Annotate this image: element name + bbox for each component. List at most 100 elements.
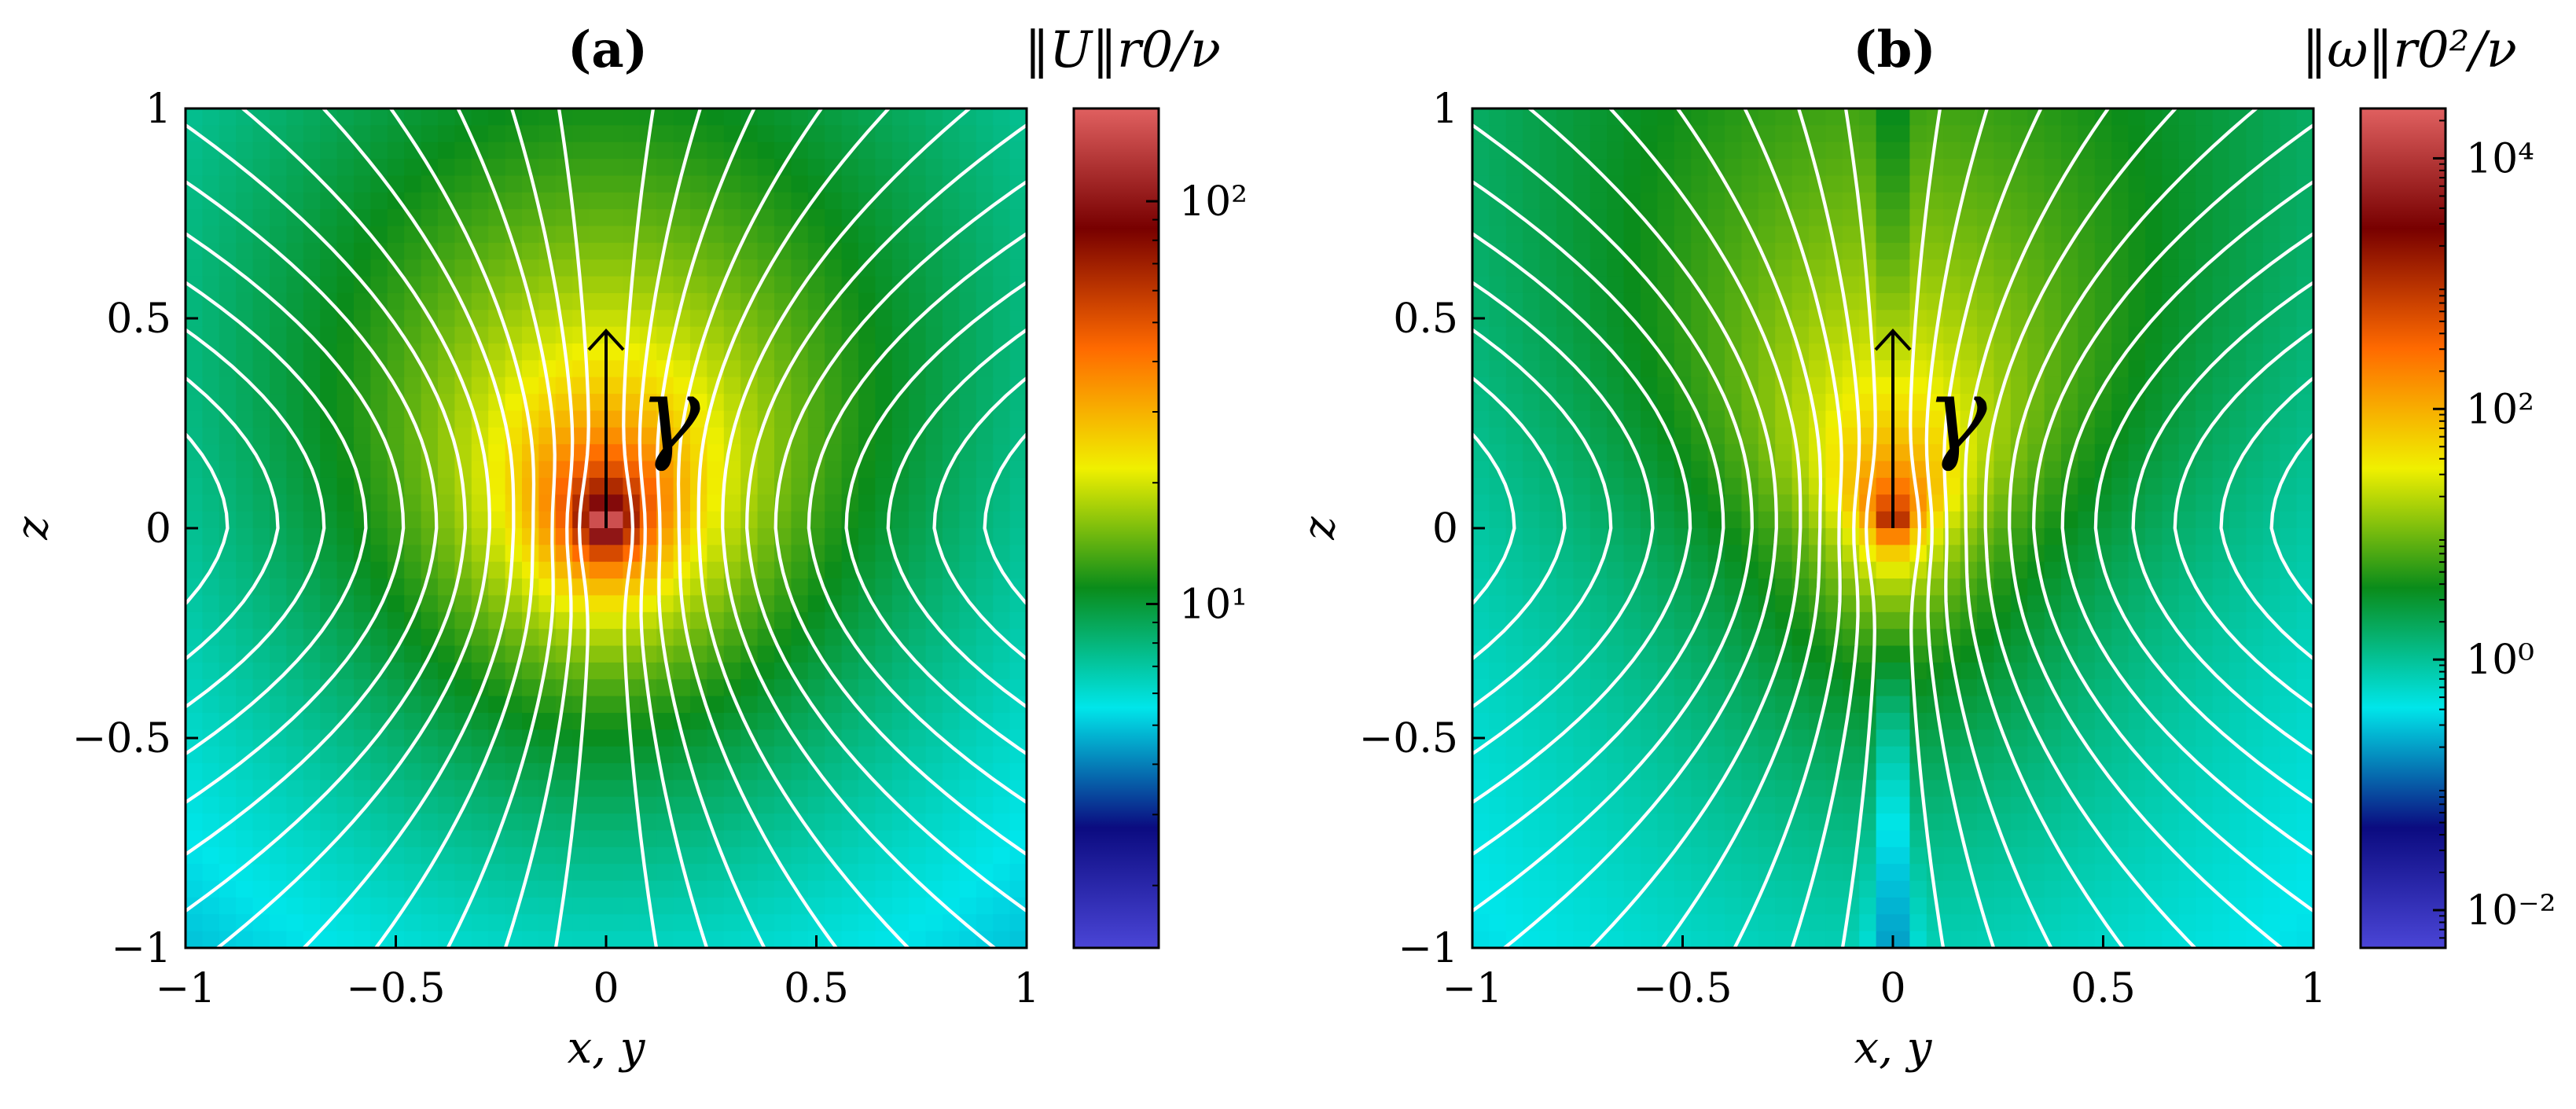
heatmap-cell: [202, 528, 220, 546]
heatmap-cell: [1876, 780, 1894, 798]
heatmap-cell: [1707, 276, 1725, 294]
heatmap-cell: [925, 780, 943, 798]
heatmap-cell: [1893, 461, 1911, 479]
heatmap-cell: [825, 125, 843, 143]
heatmap-cell: [303, 729, 321, 747]
heatmap-cell: [555, 595, 573, 613]
heatmap-cell: [1489, 662, 1507, 680]
heatmap-cell: [1657, 159, 1675, 177]
heatmap-cell: [1775, 880, 1793, 898]
heatmap-cell: [1607, 864, 1625, 882]
heatmap-cell: [2196, 796, 2214, 814]
heatmap-cell: [1876, 511, 1894, 529]
heatmap-cell: [202, 864, 220, 882]
heatmap-cell: [1977, 159, 1995, 177]
heatmap-cell: [1657, 141, 1675, 160]
heatmap-cell: [1943, 360, 1961, 378]
heatmap-cell: [387, 410, 405, 428]
heatmap-cell: [909, 931, 927, 948]
heatmap-cell: [1893, 511, 1911, 529]
heatmap-cell: [959, 629, 977, 647]
heatmap-cell: [2296, 763, 2313, 781]
heatmap-cell: [1523, 746, 1541, 764]
heatmap-cell: [2296, 108, 2313, 127]
heatmap-cell: [202, 763, 220, 781]
heatmap-cell: [606, 679, 624, 697]
heatmap-cell: [976, 629, 994, 647]
heatmap-cell: [2296, 310, 2313, 328]
heatmap-cell: [2229, 846, 2247, 865]
heatmap-cell: [606, 780, 624, 798]
heatmap-cell: [723, 712, 741, 730]
heatmap-cell: [2229, 645, 2247, 663]
heatmap-cell: [959, 679, 977, 697]
heatmap-cell: [774, 763, 792, 781]
heatmap-cell: [1657, 125, 1675, 143]
heatmap-cell: [1556, 813, 1575, 832]
heatmap-cell: [252, 259, 270, 277]
heatmap-cell: [1725, 376, 1743, 395]
heatmap-cell: [1876, 763, 1894, 781]
heatmap-cell: [1657, 880, 1675, 898]
heatmap-cell: [993, 662, 1011, 680]
heatmap-cell: [1589, 813, 1608, 832]
heatmap-cell: [690, 141, 708, 160]
heatmap-cell: [1009, 662, 1027, 680]
heatmap-cell: [774, 394, 792, 412]
panel-a-heatmap: [186, 108, 1027, 948]
heatmap-cell: [1657, 511, 1675, 529]
heatmap-cell: [438, 477, 456, 495]
heatmap-cell: [1859, 864, 1877, 882]
heatmap-cell: [252, 864, 270, 882]
heatmap-cell: [959, 192, 977, 210]
heatmap-cell: [471, 192, 489, 210]
heatmap-cell: [740, 175, 759, 193]
heatmap-cell: [1573, 444, 1591, 462]
heatmap-cell: [1791, 846, 1810, 865]
heatmap-cell: [1674, 864, 1692, 882]
heatmap-cell: [959, 712, 977, 730]
heatmap-cell: [2280, 326, 2298, 344]
heatmap-cell: [2280, 763, 2298, 781]
heatmap-cell: [2145, 679, 2163, 697]
heatmap-cell: [1977, 846, 1995, 865]
heatmap-cell: [1607, 629, 1625, 647]
heatmap-cell: [589, 494, 607, 512]
heatmap-cell: [589, 696, 607, 714]
heatmap-cell: [2027, 276, 2045, 294]
heatmap-cell: [2229, 209, 2247, 227]
heatmap-cell: [454, 846, 472, 865]
heatmap-cell: [606, 662, 624, 680]
heatmap-cell: [2111, 376, 2130, 395]
heatmap-cell: [1556, 125, 1575, 143]
heatmap-cell: [1589, 897, 1608, 915]
heatmap-cell: [690, 813, 708, 832]
heatmap-cell: [1641, 427, 1659, 445]
heatmap-cell: [2178, 410, 2196, 428]
heatmap-cell: [825, 880, 843, 898]
heatmap-cell: [1505, 830, 1523, 848]
heatmap-cell: [1539, 360, 1557, 378]
heatmap-cell: [454, 410, 472, 428]
heatmap-cell: [2262, 226, 2280, 244]
heatmap-cell: [1674, 310, 1692, 328]
heatmap-cell: [505, 629, 523, 647]
heatmap-cell: [807, 175, 825, 193]
heatmap-cell: [336, 611, 355, 630]
heatmap-cell: [1505, 914, 1523, 932]
heatmap-cell: [1893, 897, 1911, 915]
heatmap-cell: [320, 645, 338, 663]
heatmap-cell: [2280, 444, 2298, 462]
heatmap-cell: [538, 846, 557, 865]
heatmap-cell: [1893, 595, 1911, 613]
heatmap-cell: [1472, 813, 1490, 832]
heatmap-cell: [270, 376, 288, 395]
heatmap-cell: [2094, 611, 2112, 630]
heatmap-cell: [623, 209, 641, 227]
heatmap-cell: [1607, 645, 1625, 663]
heatmap-cell: [303, 830, 321, 848]
heatmap-cell: [1994, 880, 2012, 898]
heatmap-cell: [303, 662, 321, 680]
heatmap-cell: [236, 813, 254, 832]
heatmap-cell: [2010, 729, 2028, 747]
